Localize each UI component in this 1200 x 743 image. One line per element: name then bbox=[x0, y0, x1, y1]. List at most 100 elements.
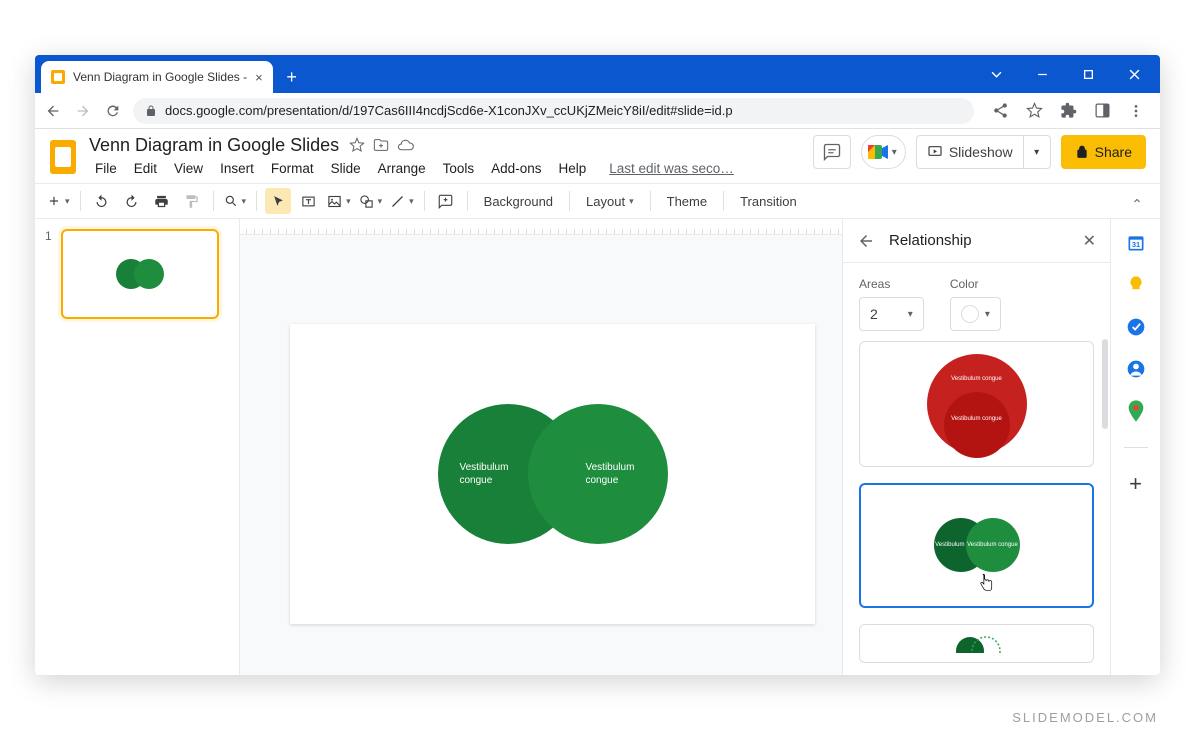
lock-icon bbox=[145, 105, 157, 117]
menu-slide[interactable]: Slide bbox=[325, 159, 367, 178]
close-window-icon[interactable] bbox=[1112, 59, 1156, 89]
menu-format[interactable]: Format bbox=[265, 159, 320, 178]
select-tool[interactable] bbox=[265, 188, 291, 214]
share-button[interactable]: Share bbox=[1061, 135, 1146, 169]
redo-button[interactable] bbox=[119, 188, 145, 214]
paint-format-button[interactable] bbox=[179, 188, 205, 214]
nav-back-icon[interactable] bbox=[43, 101, 63, 121]
new-tab-button[interactable]: + bbox=[279, 64, 305, 90]
comment-tool[interactable] bbox=[433, 188, 459, 214]
slideshow-dropdown[interactable]: ▾ bbox=[1023, 135, 1051, 169]
app-body: 1 Vestibulum congue Vestibulum bbox=[35, 219, 1160, 675]
thumbnail-panel: 1 bbox=[35, 219, 240, 675]
mini-venn-icon bbox=[110, 256, 170, 292]
menu-help[interactable]: Help bbox=[552, 159, 592, 178]
gallery-partial-icon bbox=[952, 633, 1002, 653]
slide-canvas[interactable]: Vestibulum congue Vestibulum congue bbox=[290, 324, 815, 624]
maps-addon-icon[interactable] bbox=[1126, 401, 1146, 421]
menu-edit[interactable]: Edit bbox=[128, 159, 163, 178]
chevron-down-icon: ▾ bbox=[908, 309, 913, 320]
nav-forward-icon[interactable] bbox=[73, 101, 93, 121]
calendar-addon-icon[interactable]: 31 bbox=[1126, 233, 1146, 253]
color-select[interactable]: ▾ bbox=[950, 297, 1001, 331]
chevron-down-icon: ▾ bbox=[985, 309, 990, 320]
move-folder-icon[interactable] bbox=[373, 137, 389, 154]
venn-circle-right[interactable]: Vestibulum congue bbox=[528, 404, 668, 544]
window-dropdown-icon[interactable] bbox=[974, 59, 1018, 89]
svg-text:31: 31 bbox=[1131, 240, 1139, 249]
bookmark-star-icon[interactable] bbox=[1024, 101, 1044, 121]
textbox-tool[interactable] bbox=[295, 188, 321, 214]
image-tool[interactable] bbox=[325, 188, 353, 214]
areas-label: Areas bbox=[859, 277, 924, 291]
transition-button[interactable]: Transition bbox=[732, 188, 805, 214]
url-actions bbox=[984, 101, 1152, 121]
gallery-item-nested[interactable]: Vestibulum congue Vestibulum congue bbox=[859, 341, 1094, 467]
maximize-icon[interactable] bbox=[1066, 59, 1110, 89]
layout-button[interactable]: Layout bbox=[578, 188, 642, 214]
extensions-icon[interactable] bbox=[1058, 101, 1078, 121]
comments-button[interactable] bbox=[813, 135, 851, 169]
undo-button[interactable] bbox=[89, 188, 115, 214]
new-slide-button[interactable] bbox=[45, 188, 72, 214]
zoom-button[interactable] bbox=[222, 188, 249, 214]
last-edit-link[interactable]: Last edit was seco… bbox=[603, 159, 740, 178]
star-icon[interactable] bbox=[349, 137, 365, 154]
toolbar: Background Layout Theme Transition bbox=[35, 183, 1160, 219]
menu-file[interactable]: File bbox=[89, 159, 123, 178]
panel-back-icon[interactable] bbox=[857, 232, 875, 250]
line-tool[interactable] bbox=[388, 188, 416, 214]
keep-addon-icon[interactable] bbox=[1126, 275, 1146, 295]
slideshow-label: Slideshow bbox=[949, 144, 1013, 160]
areas-field: Areas 2 ▾ bbox=[859, 277, 924, 331]
menu-insert[interactable]: Insert bbox=[214, 159, 260, 178]
meet-button[interactable]: ▾ bbox=[861, 135, 906, 169]
reload-icon[interactable] bbox=[103, 101, 123, 121]
tab-close-icon[interactable]: × bbox=[255, 70, 263, 85]
gallery-item-venn[interactable]: Vestibulum congue Vestibulum congue bbox=[859, 483, 1094, 609]
menu-tools[interactable]: Tools bbox=[437, 159, 481, 178]
theme-button[interactable]: Theme bbox=[659, 188, 715, 214]
menu-view[interactable]: View bbox=[168, 159, 209, 178]
color-field: Color ▾ bbox=[950, 277, 1001, 331]
address-field[interactable]: docs.google.com/presentation/d/197Cas6II… bbox=[133, 98, 974, 124]
cloud-status-icon[interactable] bbox=[397, 137, 414, 154]
panel-scrollbar[interactable] bbox=[1102, 339, 1108, 429]
shape-tool[interactable] bbox=[357, 188, 385, 214]
share-page-icon[interactable] bbox=[990, 101, 1010, 121]
tasks-addon-icon[interactable] bbox=[1126, 317, 1146, 337]
document-title[interactable]: Venn Diagram in Google Slides bbox=[89, 135, 339, 156]
gallery-venn-icon: Vestibulum congue Vestibulum congue bbox=[922, 515, 1032, 575]
areas-value: 2 bbox=[870, 306, 878, 322]
cursor-pointer-icon bbox=[977, 574, 995, 594]
gallery-item-3[interactable] bbox=[859, 624, 1094, 663]
meet-icon bbox=[866, 143, 890, 161]
toolbar-collapse-icon[interactable] bbox=[1124, 188, 1150, 214]
color-swatch-icon bbox=[961, 305, 979, 323]
watermark: SLIDEMODEL.COM bbox=[1012, 710, 1158, 725]
print-button[interactable] bbox=[149, 188, 175, 214]
venn-diagram[interactable]: Vestibulum congue Vestibulum congue bbox=[438, 399, 668, 549]
browser-tab[interactable]: Venn Diagram in Google Slides - × bbox=[41, 61, 273, 93]
window-controls bbox=[974, 55, 1160, 93]
minimize-icon[interactable] bbox=[1020, 59, 1064, 89]
slides-favicon-icon bbox=[51, 70, 65, 84]
diagram-gallery[interactable]: Vestibulum congue Vestibulum congue Vest… bbox=[843, 341, 1110, 675]
addon-strip: 31 + bbox=[1110, 219, 1160, 675]
menu-arrange[interactable]: Arrange bbox=[372, 159, 432, 178]
chrome-menu-icon[interactable] bbox=[1126, 101, 1146, 121]
panel-close-icon[interactable]: ✕ bbox=[1083, 231, 1096, 251]
slides-logo-icon[interactable] bbox=[45, 135, 81, 179]
menu-bar: File Edit View Insert Format Slide Arran… bbox=[89, 159, 805, 178]
menu-addons[interactable]: Add-ons bbox=[485, 159, 547, 178]
canvas-area[interactable]: Vestibulum congue Vestibulum congue bbox=[240, 219, 842, 675]
side-panel: Relationship ✕ Areas 2 ▾ Color ▾ bbox=[842, 219, 1110, 675]
account-icon[interactable] bbox=[1092, 101, 1112, 121]
add-addon-icon[interactable]: + bbox=[1126, 474, 1146, 494]
slideshow-button-group: Slideshow ▾ bbox=[916, 135, 1051, 169]
slide-thumbnail-1[interactable] bbox=[61, 229, 219, 319]
background-button[interactable]: Background bbox=[476, 188, 561, 214]
contacts-addon-icon[interactable] bbox=[1126, 359, 1146, 379]
areas-select[interactable]: 2 ▾ bbox=[859, 297, 924, 331]
slideshow-button[interactable]: Slideshow bbox=[916, 135, 1023, 169]
